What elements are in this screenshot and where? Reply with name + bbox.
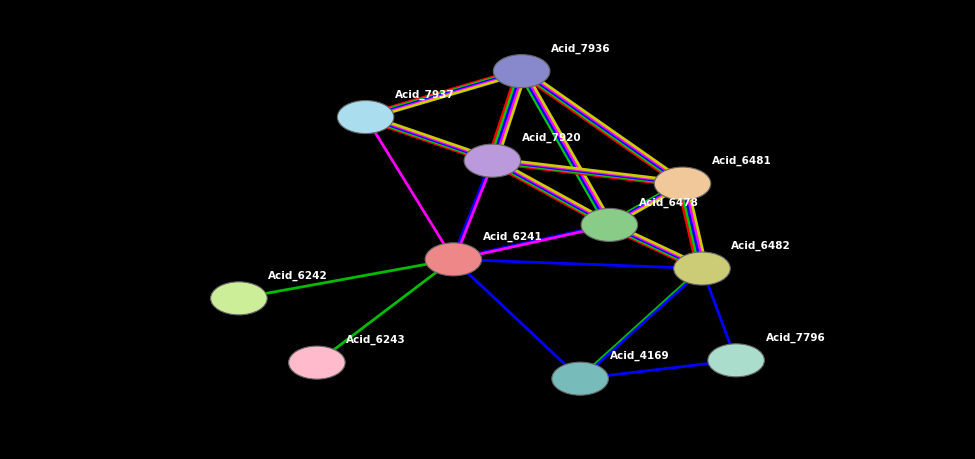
Ellipse shape — [654, 167, 711, 200]
Ellipse shape — [581, 208, 638, 241]
Text: Acid_7920: Acid_7920 — [522, 133, 581, 144]
Text: Acid_4169: Acid_4169 — [609, 351, 669, 362]
Ellipse shape — [552, 362, 608, 395]
Text: Acid_6242: Acid_6242 — [268, 271, 328, 281]
Ellipse shape — [289, 346, 345, 379]
Ellipse shape — [674, 252, 730, 285]
Text: Acid_6478: Acid_6478 — [639, 197, 699, 208]
Ellipse shape — [464, 144, 521, 177]
Ellipse shape — [708, 344, 764, 377]
Ellipse shape — [493, 55, 550, 88]
Text: Acid_6482: Acid_6482 — [731, 241, 791, 252]
Ellipse shape — [211, 282, 267, 315]
Text: Acid_6241: Acid_6241 — [483, 232, 542, 242]
Text: Acid_6481: Acid_6481 — [712, 156, 771, 167]
Text: Acid_7936: Acid_7936 — [551, 44, 610, 54]
Ellipse shape — [337, 101, 394, 134]
Text: Acid_6243: Acid_6243 — [346, 335, 406, 346]
Text: Acid_7937: Acid_7937 — [395, 90, 454, 100]
Text: Acid_7796: Acid_7796 — [765, 333, 825, 343]
Ellipse shape — [425, 243, 482, 276]
